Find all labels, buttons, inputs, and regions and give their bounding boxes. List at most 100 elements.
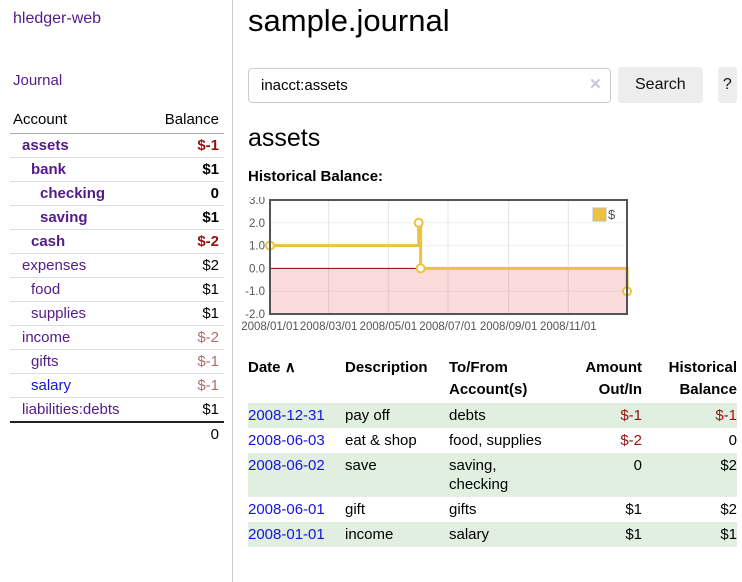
account-row: salary $-1 xyxy=(10,373,224,398)
register-header-balance: Historical Balance xyxy=(668,359,737,399)
transaction-row: 2008-06-01 gift gifts $1 $2 xyxy=(248,497,737,522)
sidebar-item-journal[interactable]: Journal xyxy=(13,72,63,89)
sidebar-account-link[interactable]: checking xyxy=(40,185,106,202)
transaction-accounts: debts xyxy=(449,407,486,425)
sidebar-account-balance: $-1 xyxy=(148,133,224,158)
sidebar-account-link[interactable]: liabilities:debts xyxy=(22,401,120,418)
sidebar-account-link[interactable]: salary xyxy=(31,377,72,394)
transaction-description: eat & shop xyxy=(345,432,417,450)
sidebar-account-balance: $1 xyxy=(148,205,224,230)
transaction-balance: $2 xyxy=(720,501,737,519)
account-row: gifts $-1 xyxy=(10,349,224,374)
sidebar-account-link[interactable]: income xyxy=(22,329,71,346)
transaction-accounts: gifts xyxy=(449,501,477,519)
y-tick-label: 1.0 xyxy=(249,241,265,253)
legend-swatch xyxy=(592,207,607,222)
y-tick-label: 0.0 xyxy=(249,264,265,276)
clear-search-icon[interactable]: × xyxy=(589,73,601,95)
transaction-accounts: saving, checking xyxy=(449,457,509,494)
register-header-tofrom: To/From Account(s) xyxy=(449,359,528,399)
sidebar-account-balance: $-2 xyxy=(148,325,224,350)
register-header-date[interactable]: Date ∧ xyxy=(248,359,296,377)
register-header-row: Date ∧ Description To/From Account(s) Am… xyxy=(248,355,737,403)
sidebar-account-link[interactable]: saving xyxy=(40,209,88,226)
transaction-date-link[interactable]: 2008-12-31 xyxy=(248,407,325,425)
transaction-balance: 0 xyxy=(728,432,737,450)
transaction-date-link[interactable]: 2008-06-01 xyxy=(248,501,325,519)
transaction-date-link[interactable]: 2008-06-03 xyxy=(248,432,325,450)
transaction-description: save xyxy=(345,457,377,475)
y-tick-label: 3.0 xyxy=(249,197,265,207)
sidebar-account-balance: $1 xyxy=(148,277,224,302)
x-tick-label: 2008/03/01 xyxy=(300,321,358,333)
search-box: × xyxy=(248,67,611,103)
sidebar-account-link[interactable]: supplies xyxy=(31,305,87,322)
brand-link[interactable]: hledger-web xyxy=(13,10,102,27)
search-button[interactable]: Search xyxy=(618,67,703,104)
accounts-total-value: 0 xyxy=(148,421,224,446)
search-bar: × Search ? xyxy=(248,67,737,104)
transaction-description: pay off xyxy=(345,407,390,425)
legend-label: $ xyxy=(608,207,616,222)
sidebar-account-link[interactable]: cash xyxy=(31,233,66,250)
sidebar-account-balance: 0 xyxy=(148,181,224,206)
account-row: expenses $2 xyxy=(10,253,224,278)
accounts-total-row: 0 xyxy=(10,421,224,446)
account-row: cash $-2 xyxy=(10,229,224,254)
transaction-row: 2008-06-02 save saving, checking 0 $2 xyxy=(248,453,737,498)
register-header-amount: Amount Out/In xyxy=(585,359,642,399)
x-tick-label: 2008/09/01 xyxy=(480,321,538,333)
sidebar-account-balance: $1 xyxy=(148,397,224,423)
transaction-balance: $1 xyxy=(720,526,737,544)
account-row: checking 0 xyxy=(10,181,224,206)
plot-border xyxy=(269,199,628,316)
account-row: liabilities:debts $1 xyxy=(10,397,224,423)
register-header-description: Description xyxy=(345,359,428,377)
account-heading: assets xyxy=(248,124,321,153)
transaction-accounts: salary xyxy=(449,526,490,544)
transaction-amount: $1 xyxy=(625,501,642,519)
x-tick-label: 2008/01/01 xyxy=(241,321,299,333)
sidebar-account-link[interactable]: bank xyxy=(31,161,67,178)
sidebar-account-balance: $1 xyxy=(148,301,224,326)
account-row: supplies $1 xyxy=(10,301,224,326)
transaction-date-link[interactable]: 2008-06-02 xyxy=(248,457,325,475)
y-tick-label: -1.0 xyxy=(245,286,265,298)
sidebar-account-link[interactable]: assets xyxy=(22,137,69,154)
x-tick-label: 2008/05/01 xyxy=(360,321,418,333)
transaction-amount: $1 xyxy=(625,526,642,544)
sidebar-account-balance: $-2 xyxy=(148,229,224,254)
account-row: income $-2 xyxy=(10,325,224,350)
search-input[interactable] xyxy=(248,67,611,103)
chart-title: Historical Balance: xyxy=(248,168,384,186)
sidebar-account-link[interactable]: expenses xyxy=(22,257,87,274)
x-tick-label: 2008/11/01 xyxy=(540,321,597,333)
transaction-amount: 0 xyxy=(633,457,642,475)
data-point-marker xyxy=(413,217,424,228)
help-button[interactable]: ? xyxy=(717,67,737,104)
main-content: sample.journal × Search ? assets Histori… xyxy=(241,0,737,548)
y-tick-label: 2.0 xyxy=(249,218,265,230)
transaction-amount: $-1 xyxy=(620,407,642,425)
sort-ascending-icon: ∧ xyxy=(284,359,296,377)
x-tick-label: 2008/07/01 xyxy=(419,321,477,333)
transaction-date-link[interactable]: 2008-01-01 xyxy=(248,526,325,544)
register-table: Date ∧ Description To/From Account(s) Am… xyxy=(248,355,737,548)
accounts-table: Account Balance assets $-1 bank $1 checking 0… xyxy=(10,108,224,446)
sidebar-account-balance: $-1 xyxy=(148,349,224,374)
transaction-amount: $-2 xyxy=(620,432,642,450)
page-title: sample.journal xyxy=(248,3,450,38)
account-row: bank $1 xyxy=(10,157,224,182)
sidebar-account-link[interactable]: gifts xyxy=(31,353,59,370)
sidebar-account-link[interactable]: food xyxy=(31,281,61,298)
y-tick-label: -2.0 xyxy=(245,309,265,321)
transaction-description: income xyxy=(345,526,394,544)
account-row: food $1 xyxy=(10,277,224,302)
accounts-header-row: Account Balance xyxy=(10,108,224,134)
sidebar-account-balance: $2 xyxy=(148,253,224,278)
account-row: assets $-1 xyxy=(10,133,224,158)
transaction-balance: $-1 xyxy=(715,407,737,425)
sidebar-account-balance: $-1 xyxy=(148,373,224,398)
